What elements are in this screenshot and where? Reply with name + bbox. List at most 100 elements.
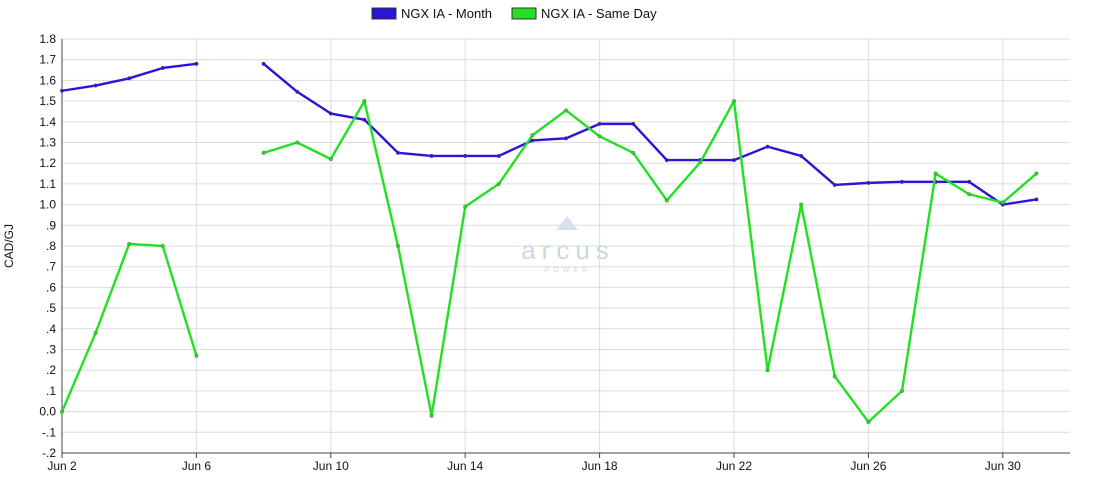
data-point[interactable] [1034, 171, 1039, 176]
data-point[interactable] [1000, 200, 1005, 205]
data-point[interactable] [261, 61, 266, 66]
data-point[interactable] [429, 413, 434, 418]
legend-swatch [371, 7, 397, 20]
data-point[interactable] [60, 409, 65, 414]
data-point[interactable] [967, 192, 972, 197]
y-tick-label: .2 [46, 363, 56, 377]
data-point[interactable] [429, 153, 434, 158]
y-axis-title: CAD/GJ [2, 224, 16, 268]
data-point[interactable] [631, 121, 636, 126]
y-tick-label: .7 [46, 260, 56, 274]
y-tick-label: 1.3 [39, 136, 56, 150]
data-point[interactable] [160, 243, 165, 248]
data-point[interactable] [765, 144, 770, 149]
data-point[interactable] [900, 388, 905, 393]
grid-layer [61, 38, 1070, 454]
data-point[interactable] [396, 150, 401, 155]
y-tick-label: -.2 [42, 446, 56, 460]
data-point[interactable] [93, 83, 98, 88]
data-point[interactable] [933, 171, 938, 176]
x-tick-label: Jun 2 [47, 459, 77, 473]
data-point[interactable] [496, 153, 501, 158]
y-tick-label: 1.2 [39, 156, 56, 170]
data-point[interactable] [396, 243, 401, 248]
legend-item[interactable]: NGX IA - Month [371, 6, 492, 21]
data-point[interactable] [664, 198, 669, 203]
series-line [262, 99, 1038, 424]
data-point[interactable] [765, 368, 770, 373]
data-point[interactable] [597, 121, 602, 126]
data-point[interactable] [631, 150, 636, 155]
data-point[interactable] [295, 140, 300, 145]
series-layer [60, 61, 1039, 424]
legend-label: NGX IA - Same Day [541, 6, 657, 21]
data-point[interactable] [866, 419, 871, 424]
y-tick-label: 1.6 [39, 73, 56, 87]
data-point[interactable] [530, 138, 535, 143]
data-point[interactable] [295, 89, 300, 94]
data-point[interactable] [1034, 197, 1039, 202]
data-point[interactable] [799, 202, 804, 207]
data-point[interactable] [866, 180, 871, 185]
data-point[interactable] [564, 108, 569, 113]
y-tick-label: 1.7 [39, 53, 56, 67]
y-tick-label: .5 [46, 301, 56, 315]
data-point[interactable] [127, 241, 132, 246]
legend-item[interactable]: NGX IA - Same Day [511, 6, 657, 21]
data-point[interactable] [530, 133, 535, 138]
data-point[interactable] [967, 179, 972, 184]
data-point[interactable] [463, 153, 468, 158]
series-line [262, 62, 1038, 206]
data-point[interactable] [160, 65, 165, 70]
y-tick-label: .8 [46, 239, 56, 253]
y-tick-label: .9 [46, 218, 56, 232]
data-point[interactable] [832, 374, 837, 379]
data-point[interactable] [564, 136, 569, 141]
y-tick-label: 1.5 [39, 94, 56, 108]
y-tick-label: 1.8 [39, 32, 56, 46]
y-tick-label: -.1 [42, 425, 56, 439]
data-point[interactable] [60, 88, 65, 93]
watermark-brand: arcus [521, 235, 615, 265]
data-point[interactable] [597, 134, 602, 139]
watermark-logo-icon [556, 216, 578, 230]
data-point[interactable] [362, 99, 367, 104]
series-ngx-ia-month [60, 61, 1039, 207]
y-tick-label: 0.0 [39, 405, 56, 419]
data-point[interactable] [127, 76, 132, 81]
data-point[interactable] [664, 158, 669, 163]
data-point[interactable] [900, 179, 905, 184]
data-point[interactable] [194, 61, 199, 66]
data-point[interactable] [328, 111, 333, 116]
x-tick-label: Jun 26 [850, 459, 886, 473]
data-point[interactable] [832, 182, 837, 187]
data-point[interactable] [732, 158, 737, 163]
y-tick-label: .3 [46, 343, 56, 357]
data-point[interactable] [194, 353, 199, 358]
data-point[interactable] [799, 153, 804, 158]
x-tick-label: Jun 18 [582, 459, 618, 473]
legend[interactable]: NGX IA - Month NGX IA - Same Day [371, 6, 657, 21]
x-tick-label: Jun 10 [313, 459, 349, 473]
legend-swatch [511, 7, 537, 20]
y-tick-label: .4 [46, 322, 56, 336]
watermark-sub: POWER [545, 267, 591, 274]
watermark: arcus POWER [521, 216, 615, 274]
data-point[interactable] [698, 160, 703, 165]
data-point[interactable] [362, 117, 367, 122]
y-tick-label: .1 [46, 384, 56, 398]
data-point[interactable] [463, 204, 468, 209]
data-point[interactable] [732, 99, 737, 104]
y-tick-label: 1.4 [39, 115, 56, 129]
data-point[interactable] [328, 157, 333, 162]
data-point[interactable] [261, 150, 266, 155]
y-tick-label: 1.1 [39, 177, 56, 191]
data-point[interactable] [93, 330, 98, 335]
axis-layer: 1.8 1.7 1.6 1.5 1.4 1.3 1.2 1.1 1.0 .9 .8 .7 .6 .5 .4.… [39, 32, 1070, 473]
x-tick-label: Jun 6 [182, 459, 212, 473]
data-point[interactable] [496, 181, 501, 186]
series-line [60, 242, 198, 413]
x-tick-label: Jun 14 [447, 459, 483, 473]
